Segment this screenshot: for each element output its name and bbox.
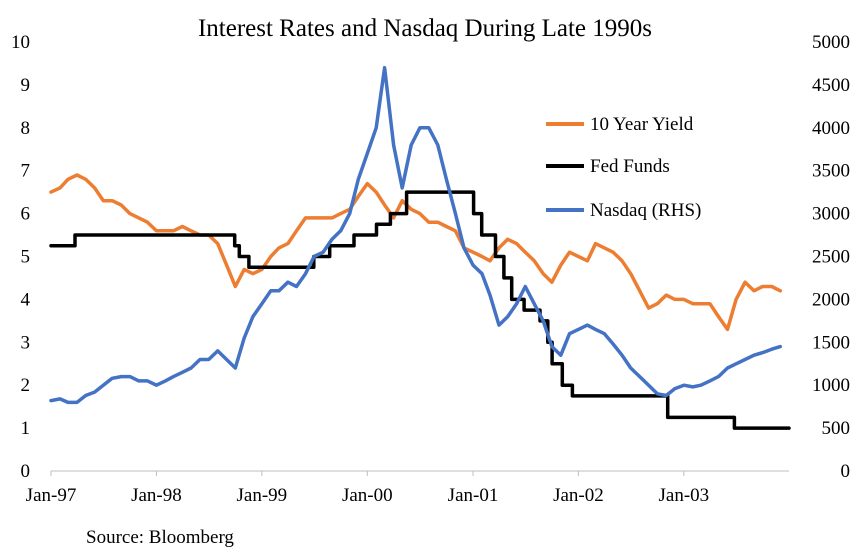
x-tick-label: Jan-02	[553, 485, 604, 506]
source-note: Source: Bloomberg	[86, 527, 234, 548]
x-tick-label: Jan-99	[237, 485, 288, 506]
x-tick-label: Jan-98	[131, 485, 182, 506]
left-tick-label: 2	[21, 375, 31, 396]
left-tick-label: 0	[21, 461, 31, 482]
series-line-fed-funds	[49, 190, 791, 430]
right-tick-label: 1000	[812, 375, 850, 396]
left-tick-label: 9	[21, 75, 31, 96]
right-tick-label: 2500	[812, 247, 850, 268]
left-tick-label: 4	[21, 289, 31, 310]
left-tick-label: 6	[21, 204, 31, 225]
legend-label-fed-funds: Fed Funds	[590, 156, 670, 177]
legend-label-nasdaq-rhs: Nasdaq (RHS)	[590, 200, 701, 221]
legend-label-10-year-yield: 10 Year Yield	[590, 114, 694, 135]
left-y-axis: 0 1 2 3 4 5 6 7 8 9 10	[11, 32, 31, 482]
left-tick-label: 10	[11, 32, 30, 53]
right-tick-label: 4000	[812, 118, 850, 139]
series-line-nasdaq-rhs	[49, 65, 783, 405]
left-tick-label: 7	[21, 161, 31, 182]
right-tick-label: 4500	[812, 75, 850, 96]
right-tick-label: 3000	[812, 204, 850, 225]
right-tick-label: 1500	[812, 332, 850, 353]
right-tick-label: 2000	[812, 289, 850, 310]
right-y-axis: 0 500 1000 1500 2000 2500 3000 3500 4000 4500 5000	[812, 32, 850, 482]
x-axis: Jan-97 Jan-98 Jan-99 Jan-00 Jan-01 Jan-02 Jan-…	[26, 470, 789, 506]
left-tick-label: 5	[21, 247, 31, 268]
right-tick-label: 3500	[812, 161, 850, 182]
series-line-10-year-yield	[49, 173, 783, 332]
x-tick-label: Jan-01	[448, 485, 499, 506]
right-tick-label: 5000	[812, 32, 850, 53]
plot-area	[49, 65, 791, 430]
x-tick-label: Jan-03	[659, 485, 710, 506]
left-tick-label: 1	[21, 418, 31, 439]
chart-title: Interest Rates and Nasdaq During Late 19…	[198, 15, 652, 42]
left-tick-label: 3	[21, 332, 31, 353]
right-tick-label: 500	[822, 418, 851, 439]
right-tick-label: 0	[841, 461, 851, 482]
x-tick-label: Jan-00	[342, 485, 393, 506]
legend: 10 Year Yield Fed Funds Nasdaq (RHS)	[546, 114, 701, 221]
x-tick-label: Jan-97	[26, 485, 77, 506]
left-tick-label: 8	[21, 118, 31, 139]
